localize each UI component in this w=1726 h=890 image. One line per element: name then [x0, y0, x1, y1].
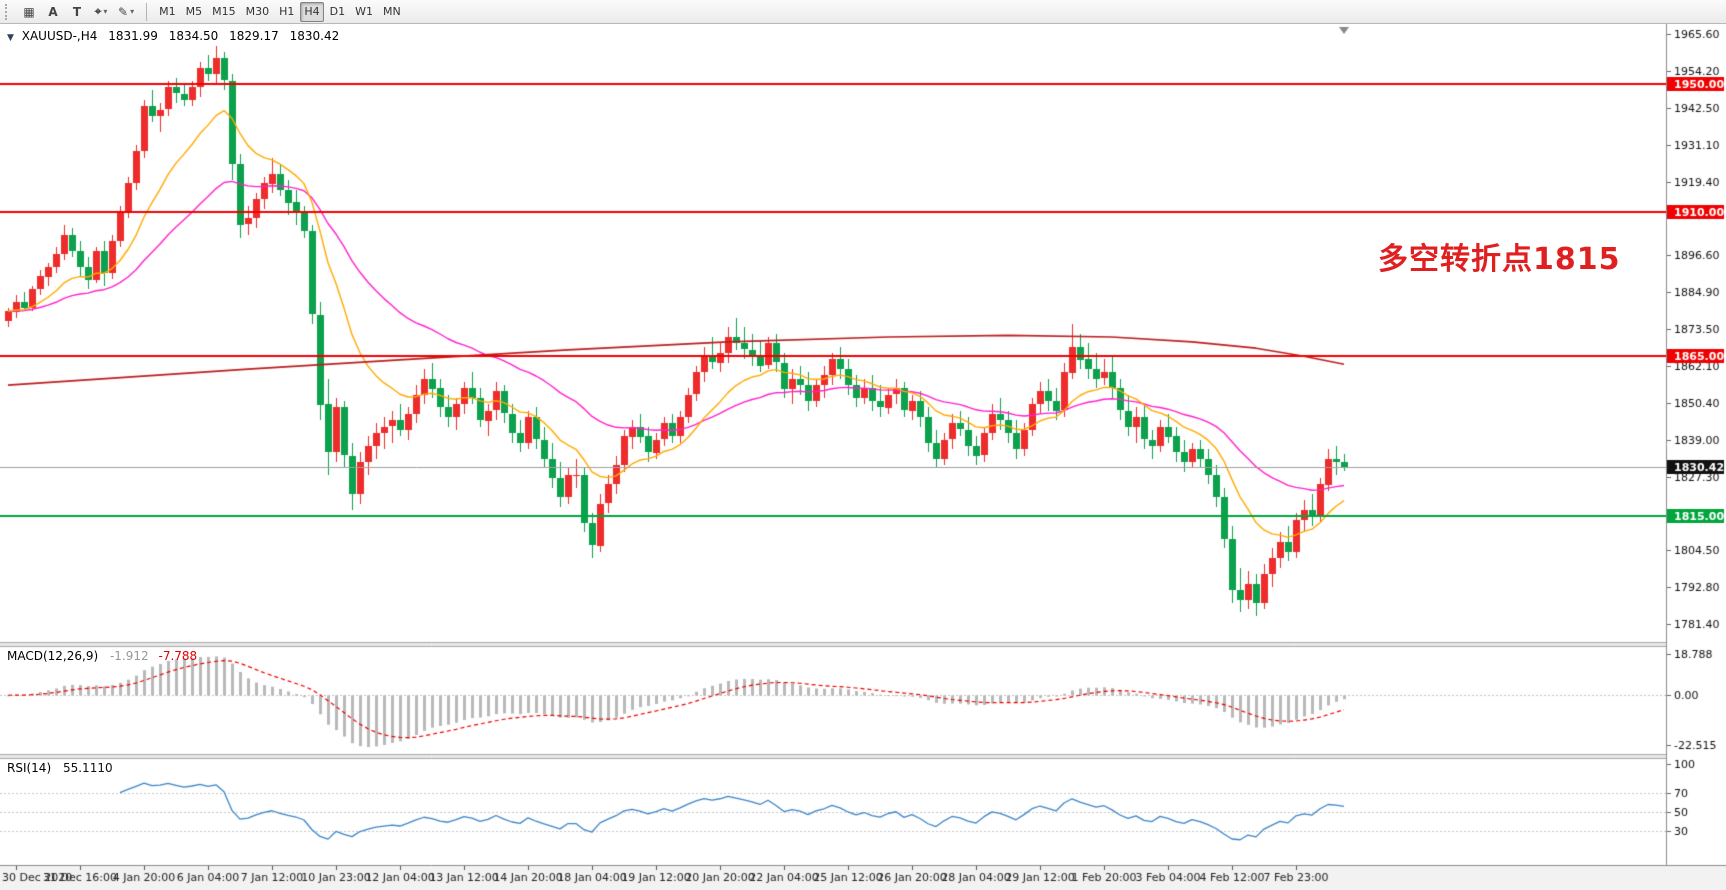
toolbar: ▦ A T ⌖ ▾ ✎ ▾ M1 M5 M15 M30 H1 H4 D1 W1 …	[0, 0, 1726, 24]
timeframe-w1-button[interactable]: W1	[351, 2, 377, 22]
timeframe-m15-button[interactable]: M15	[208, 2, 240, 22]
macd-main-value: -1.912	[109, 649, 149, 663]
timeframe-h4-button[interactable]: H4	[300, 1, 324, 22]
macd-info: MACD(12,26,9) -1.912 -7.788	[7, 649, 197, 663]
collapse-arrow-icon[interactable]: ▼	[7, 33, 14, 43]
timeframe-d1-button[interactable]: D1	[326, 2, 349, 22]
timeframe-mn-button[interactable]: MN	[379, 2, 405, 22]
symbol-period-label: XAUUSD-,H4	[21, 29, 98, 43]
toolbar-grip[interactable]	[5, 3, 11, 20]
timeframe-m1-button[interactable]: M1	[155, 2, 180, 22]
macd-label: MACD(12,26,9)	[7, 649, 99, 663]
timeframe-m30-button[interactable]: M30	[242, 2, 274, 22]
cursor-tool-icon[interactable]: A	[42, 2, 64, 22]
low-value: 1829.17	[229, 29, 279, 43]
rsi-info: RSI(14) 55.1110	[7, 761, 113, 775]
text-tool-icon[interactable]: T	[66, 2, 88, 22]
open-value: 1831.99	[108, 29, 158, 43]
crosshair-tool-icon[interactable]: ⌖ ▾	[90, 2, 112, 22]
chart-canvas[interactable]	[0, 24, 1726, 890]
rsi-label: RSI(14)	[7, 761, 52, 775]
draw-tools-glyph: ✎	[118, 4, 129, 19]
macd-signal-value: -7.788	[158, 649, 198, 663]
rsi-value: 55.1110	[62, 761, 113, 775]
high-value: 1834.50	[168, 29, 219, 43]
timeframe-m5-button[interactable]: M5	[182, 2, 207, 22]
crosshair-glyph: ⌖	[94, 4, 102, 18]
toolbar-separator	[146, 2, 148, 21]
chevron-down-icon: ▾	[103, 7, 108, 16]
close-value: 1830.42	[289, 29, 340, 43]
draw-tools-icon[interactable]: ✎ ▾	[114, 2, 138, 22]
timeframe-h1-button[interactable]: H1	[275, 2, 298, 22]
annotation-text: 多空转折点1815	[1378, 242, 1621, 277]
chart-wrap: ▼ XAUUSD-,H4 1831.99 1834.50 1829.17 183…	[0, 24, 1726, 890]
symbol-info: ▼ XAUUSD-,H4 1831.99 1834.50 1829.17 183…	[7, 29, 339, 43]
chevron-down-icon: ▾	[130, 7, 135, 16]
chart-type-icon[interactable]: ▦	[18, 2, 40, 22]
